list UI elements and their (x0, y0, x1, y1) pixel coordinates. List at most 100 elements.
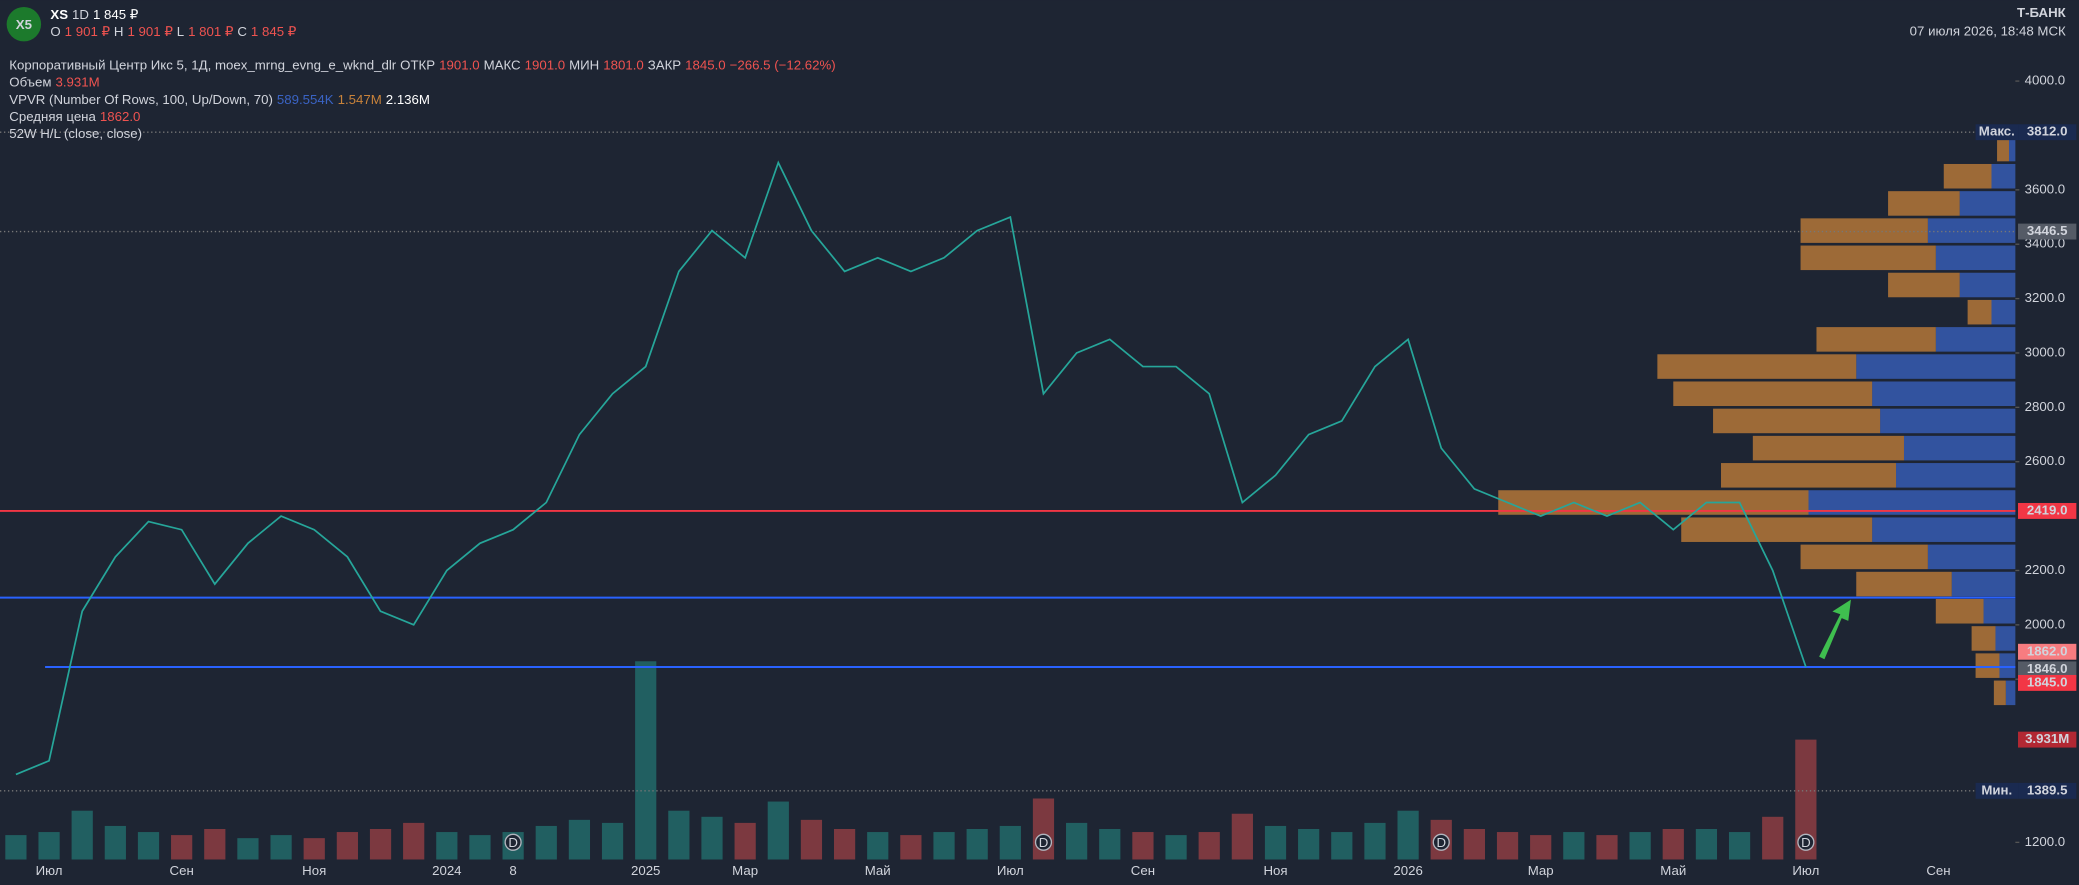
profile-up (1991, 163, 2016, 189)
text-part: 1901.0 (439, 57, 480, 72)
x-tick-label: Мар (732, 863, 758, 878)
y-tick-label: 2000.0 (2025, 616, 2066, 631)
price-tag-label: 3812.0 (2027, 124, 2068, 139)
volume-bar (237, 838, 259, 860)
profile-up (1872, 517, 2016, 542)
text-part: 589.554K (277, 91, 334, 106)
profile-down (1975, 653, 2000, 678)
dividend-marker (1034, 833, 1053, 851)
profile-up (1959, 191, 2016, 216)
x-tick-label: Июл (1792, 863, 1819, 878)
volume-bar (403, 822, 425, 860)
x-tick-label: Сен (1131, 863, 1155, 878)
price-tag (2018, 661, 2077, 678)
profile-down (1800, 544, 1928, 570)
text-part: 52W H/L (close, close) (9, 126, 142, 141)
text-part: 1 845 ₽ (93, 6, 138, 21)
text-part: 1D (72, 6, 89, 21)
volume-bar (104, 825, 126, 860)
volume-bar (1364, 822, 1386, 860)
profile-up (1927, 544, 2016, 570)
volume-bar (933, 832, 955, 860)
volume-bar (1662, 828, 1684, 860)
price-tag-label: 1862.0 (2027, 643, 2068, 658)
text-part: 1.547M (338, 91, 382, 106)
volume-bar (999, 825, 1021, 860)
price-tag (2018, 124, 2077, 141)
volume-bar (966, 828, 988, 860)
text-row: Объем 3.931M (9, 74, 99, 89)
text-part: C (237, 24, 247, 39)
price-tag (2018, 223, 2077, 240)
volume-bar (1695, 828, 1718, 860)
price-tag-label: 3446.5 (2027, 223, 2068, 238)
text-part: ЗАКР (648, 57, 682, 72)
dividend-marker (1432, 833, 1450, 851)
profile-down (1657, 354, 1857, 379)
x-tick-label: 2024 (432, 863, 461, 878)
y-tick-label: 1200.0 (2025, 834, 2066, 849)
text-part: 1 901 ₽ (127, 24, 172, 39)
price-caption-bg (1975, 124, 2019, 141)
y-tick-label: 3600.0 (2025, 181, 2066, 196)
x-tick-label: Май (865, 863, 891, 878)
volume-bar (900, 835, 922, 860)
volume-bar (1198, 832, 1220, 860)
price-tag-label: 1845.0 (2027, 674, 2068, 689)
volume-bar (734, 822, 756, 860)
volume-bar (833, 828, 856, 860)
volume-bar (303, 838, 325, 860)
profile-down (1800, 218, 1928, 243)
price-caption: Макс. (1979, 124, 2015, 139)
profile-up (1999, 653, 2016, 678)
text-part: 3.931M (55, 74, 99, 89)
text-part: XS (50, 6, 68, 21)
price-tag-label: 1389.5 (2027, 782, 2068, 797)
y-tick-label: 4000.0 (2025, 73, 2066, 88)
text-part: МИН (569, 57, 599, 72)
profile-down (1888, 191, 1960, 216)
volume-bar (270, 835, 292, 860)
volume-bar (1728, 832, 1751, 860)
profile-down (1673, 381, 1873, 407)
text-row: 52W H/L (close, close) (9, 126, 142, 141)
volume-bar (137, 832, 160, 860)
volume-bar (1563, 832, 1585, 860)
y-tick-label: 3200.0 (2025, 290, 2066, 305)
price-tag-label: 2419.0 (2027, 502, 2068, 517)
text-part: L (177, 24, 184, 39)
volume-bar (1762, 816, 1784, 860)
price-tag-label: 3.931M (2025, 731, 2069, 746)
x-tick-label: Мар (1528, 863, 1554, 878)
volume-bar (1496, 832, 1519, 860)
volume-bar (1264, 825, 1287, 860)
volume-bar (1099, 828, 1121, 860)
x-tick-label: Июл (997, 863, 1024, 878)
volume-bar (568, 819, 591, 860)
volume-bar (701, 816, 723, 860)
volume-bar (1795, 739, 1817, 860)
text-part: 2.136M (386, 91, 430, 106)
dividend-label: D (1039, 835, 1049, 850)
x-tick-label: Ноя (302, 863, 326, 878)
volume-bar (767, 801, 789, 860)
profile-down (1888, 272, 1960, 298)
profile-down (1681, 517, 1873, 542)
profile-down (1997, 136, 2009, 162)
dividend-marker (504, 833, 522, 851)
brand: Т-БАНК (2017, 5, 2067, 20)
volume-bar (601, 822, 624, 860)
profile-down (1943, 163, 1992, 189)
arrow-annotation (1819, 599, 1851, 660)
profile-up (1935, 245, 2016, 271)
dividend-label: D (1801, 835, 1811, 850)
profile-down (1752, 435, 1904, 461)
price-tag (2018, 782, 2077, 799)
price-tag-label: 1846.0 (2027, 661, 2068, 676)
text-part: МАКС (484, 57, 521, 72)
x-tick-label: 2025 (631, 863, 660, 878)
profile-down (1721, 463, 1897, 488)
profile-down (1816, 327, 1936, 352)
profile-up (1880, 408, 2016, 434)
